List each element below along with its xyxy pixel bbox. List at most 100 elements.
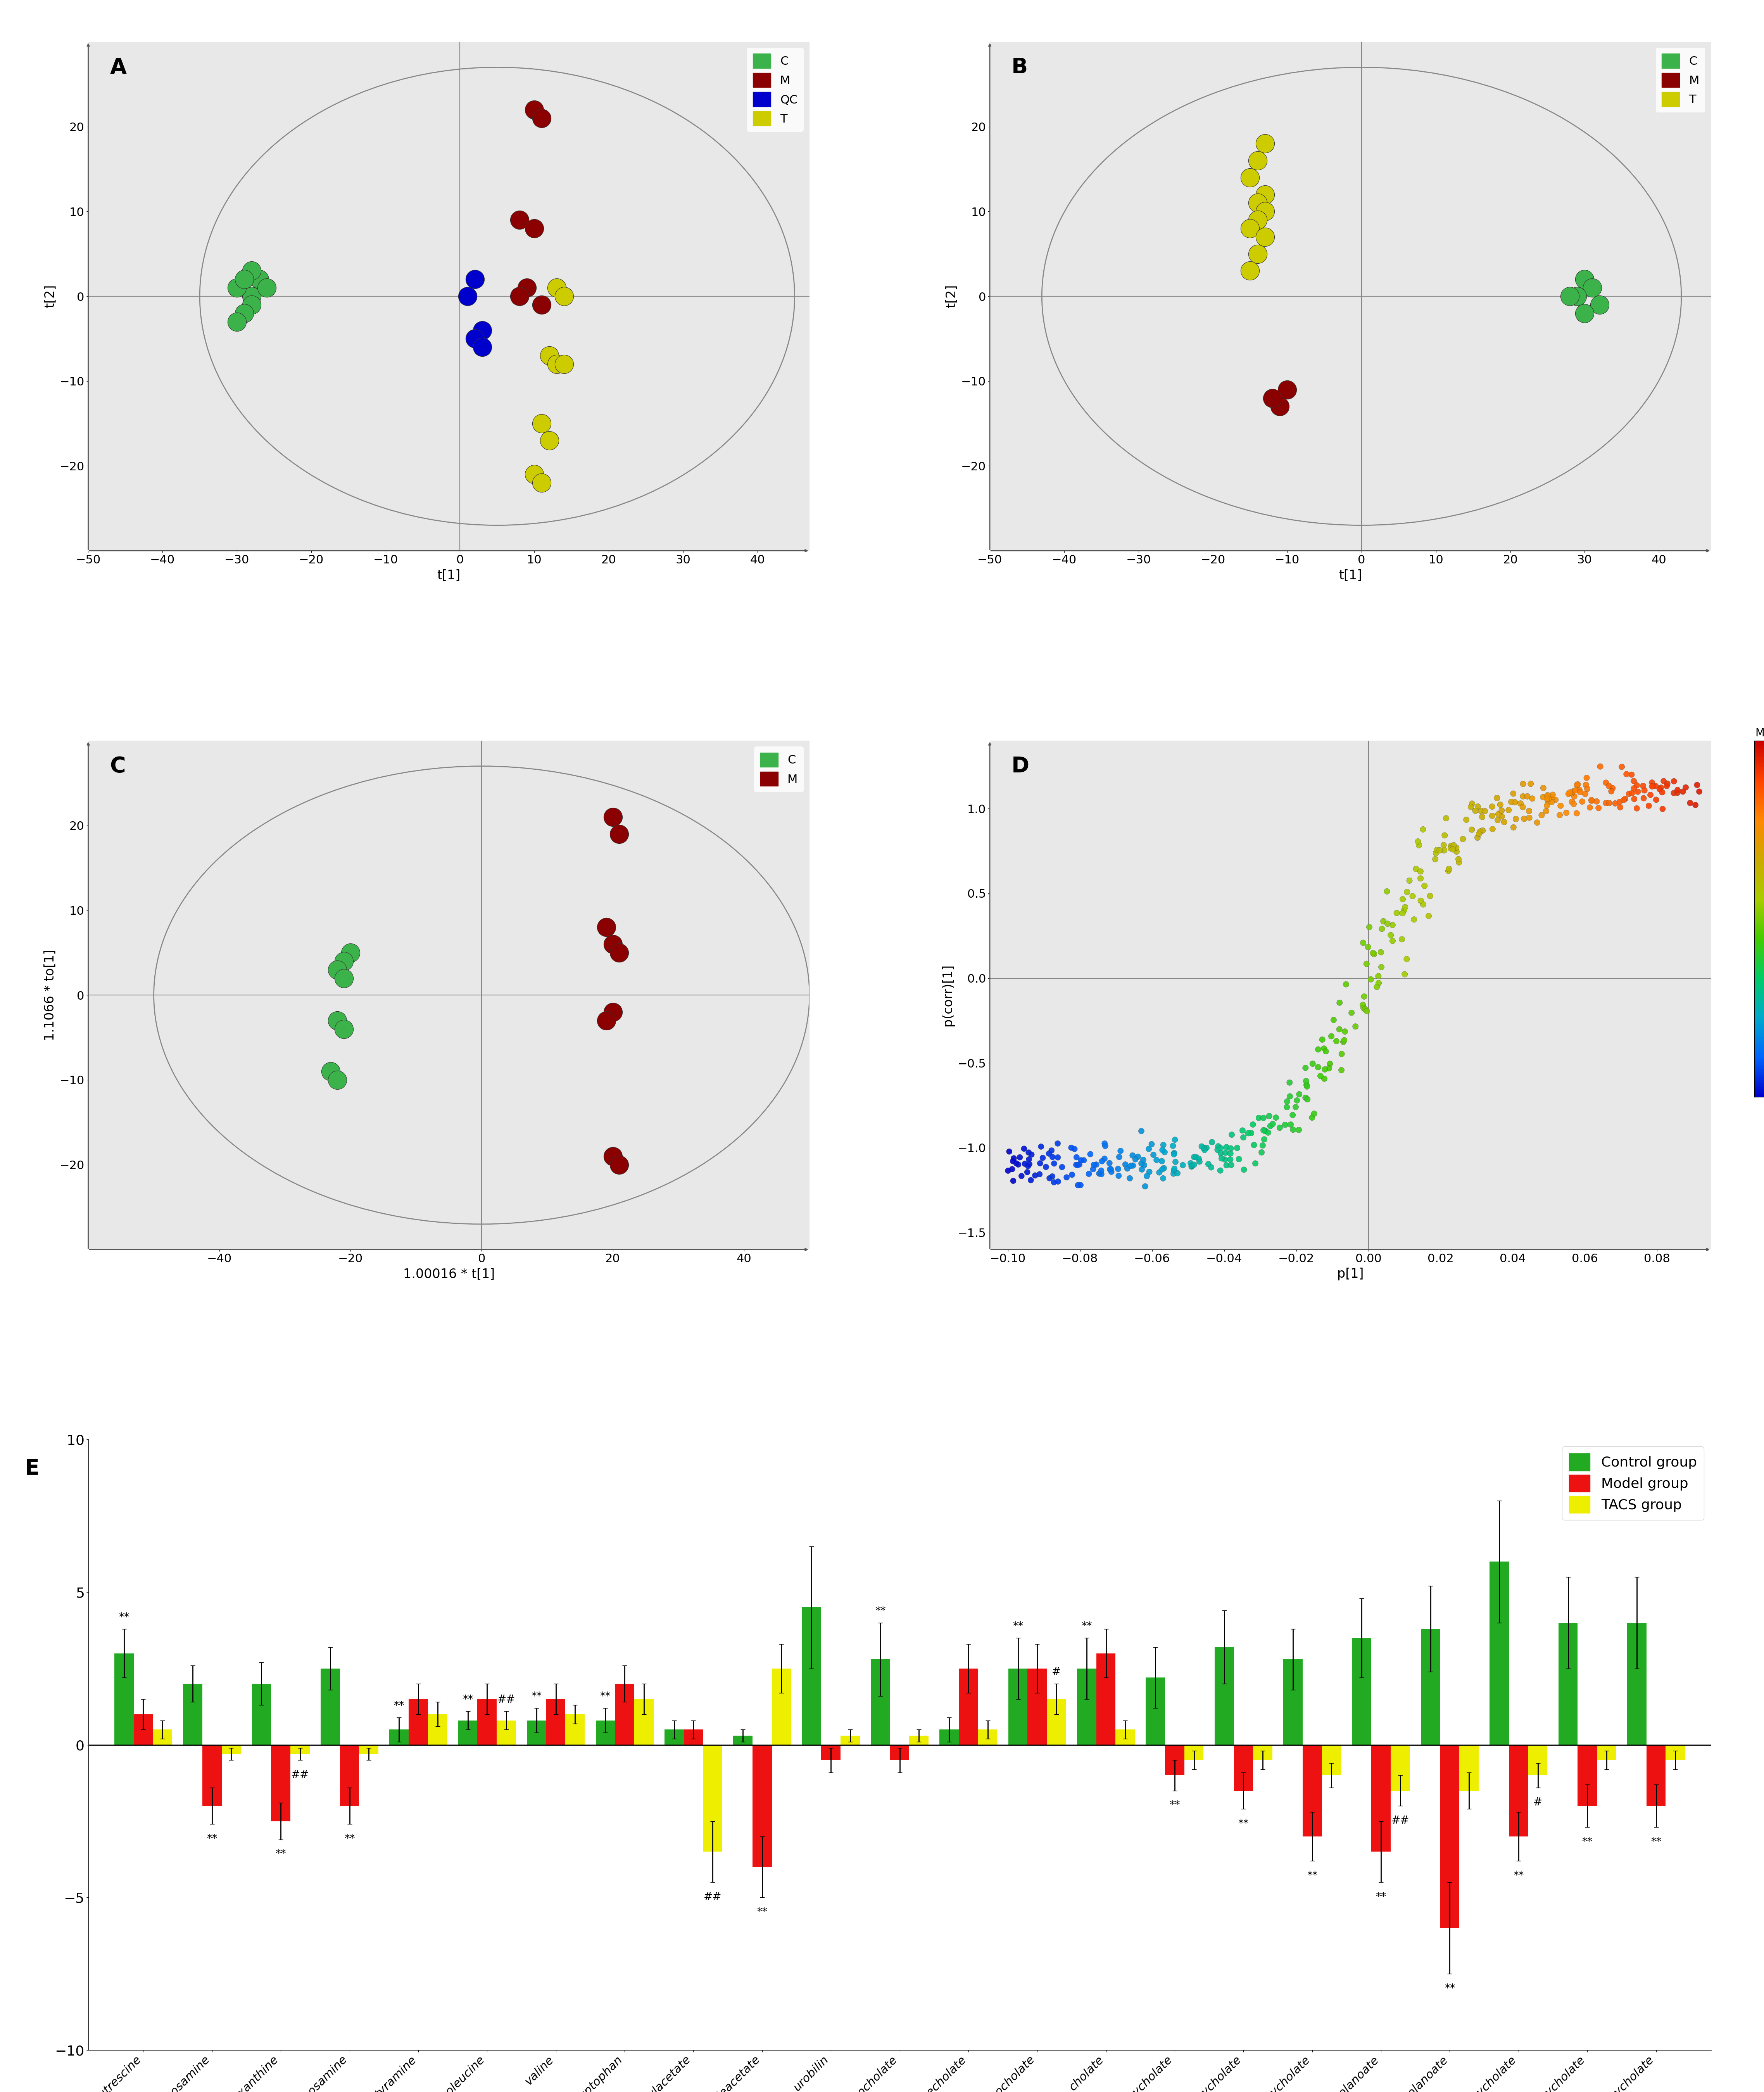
Point: [1538, 780, 1566, 814]
Point: [1648, 772, 1676, 805]
Bar: [1353, 1638, 1371, 1745]
Point: [1311, 1063, 1339, 1096]
Point: [1118, 1149, 1147, 1182]
Point: [1249, 1113, 1277, 1146]
Point: [543, 347, 572, 381]
Point: [1205, 1130, 1233, 1163]
Point: [1177, 1146, 1205, 1180]
Point: [1104, 1159, 1132, 1192]
Text: **: **: [1013, 1621, 1023, 1632]
Point: [1478, 791, 1506, 824]
Bar: [527, 1720, 547, 1745]
Text: **: **: [1582, 1837, 1593, 1847]
Point: [1461, 795, 1489, 828]
Point: [1293, 1082, 1321, 1115]
Point: [605, 818, 633, 851]
Point: [550, 280, 579, 314]
Point: [1559, 787, 1588, 820]
Point: [323, 1063, 351, 1096]
Point: [1365, 967, 1394, 1000]
Point: [1134, 1132, 1162, 1165]
Point: [1369, 904, 1397, 937]
Bar: [1321, 1745, 1341, 1776]
Point: [1614, 776, 1642, 810]
Y-axis label: p(corr)[1]: p(corr)[1]: [942, 964, 954, 1027]
Point: [1556, 776, 1584, 810]
Bar: [1528, 1745, 1547, 1776]
Point: [1485, 789, 1514, 822]
Point: [1439, 833, 1468, 866]
Point: [1563, 280, 1591, 314]
Point: [1140, 1138, 1168, 1172]
Point: [1327, 1054, 1355, 1088]
Point: [1378, 925, 1406, 958]
Point: [1131, 1149, 1159, 1182]
Text: **: **: [275, 1849, 286, 1860]
Point: [1145, 1155, 1173, 1188]
Point: [1282, 1084, 1311, 1117]
Point: [1014, 1149, 1043, 1182]
Point: [1162, 1157, 1191, 1190]
Point: [1237, 253, 1265, 287]
Point: [1274, 1090, 1302, 1123]
Point: [1150, 1151, 1178, 1184]
Point: [1274, 372, 1302, 406]
Point: [1212, 1130, 1240, 1163]
Bar: [596, 1720, 616, 1745]
Text: **: **: [1081, 1621, 1092, 1632]
Point: [1291, 1082, 1319, 1115]
Point: [1501, 784, 1529, 818]
Point: [1274, 1086, 1302, 1119]
Point: [1619, 782, 1648, 816]
Point: [1207, 1132, 1235, 1165]
Point: [1254, 1098, 1282, 1132]
Point: [1127, 1115, 1155, 1149]
Point: [1416, 879, 1445, 912]
Point: [1494, 793, 1522, 826]
Point: [1649, 764, 1678, 797]
Point: [1570, 297, 1598, 331]
Point: [231, 297, 259, 331]
Point: [1319, 1004, 1348, 1038]
Point: [1244, 236, 1272, 270]
X-axis label: t[1]: t[1]: [1339, 569, 1362, 582]
Point: [1060, 1132, 1088, 1165]
Point: [1237, 161, 1265, 195]
Point: [330, 1013, 358, 1046]
Point: [1132, 1159, 1161, 1192]
Point: [1360, 937, 1388, 971]
Bar: [1508, 1745, 1528, 1837]
Point: [1498, 784, 1526, 818]
Point: [222, 272, 250, 305]
Point: [1566, 776, 1595, 810]
Point: [1027, 1146, 1055, 1180]
Point: [1277, 1109, 1305, 1142]
Point: [1118, 1138, 1147, 1172]
Point: [1630, 774, 1658, 808]
Point: [1127, 1153, 1155, 1186]
Bar: [771, 1669, 790, 1745]
Point: [1618, 776, 1646, 810]
Point: [1258, 381, 1286, 414]
Point: [1330, 1025, 1358, 1059]
Point: [1053, 1161, 1081, 1195]
Text: **: **: [462, 1695, 473, 1705]
Bar: [1095, 1653, 1115, 1745]
Point: [1573, 772, 1602, 805]
Point: [1401, 904, 1429, 937]
Bar: [340, 1745, 360, 1805]
Point: [520, 458, 549, 492]
Point: [1281, 1090, 1309, 1123]
Text: #: #: [1533, 1797, 1542, 1807]
Legend: C, M: C, M: [755, 747, 804, 793]
Point: [1672, 770, 1700, 803]
Point: [1367, 950, 1395, 983]
Text: **: **: [1445, 1983, 1455, 1994]
Point: [1372, 874, 1401, 908]
Point: [1547, 789, 1575, 822]
Point: [1228, 1113, 1256, 1146]
Point: [1404, 828, 1432, 862]
Point: [1058, 1159, 1087, 1192]
Point: [1207, 1155, 1235, 1188]
Point: [1237, 1117, 1265, 1151]
